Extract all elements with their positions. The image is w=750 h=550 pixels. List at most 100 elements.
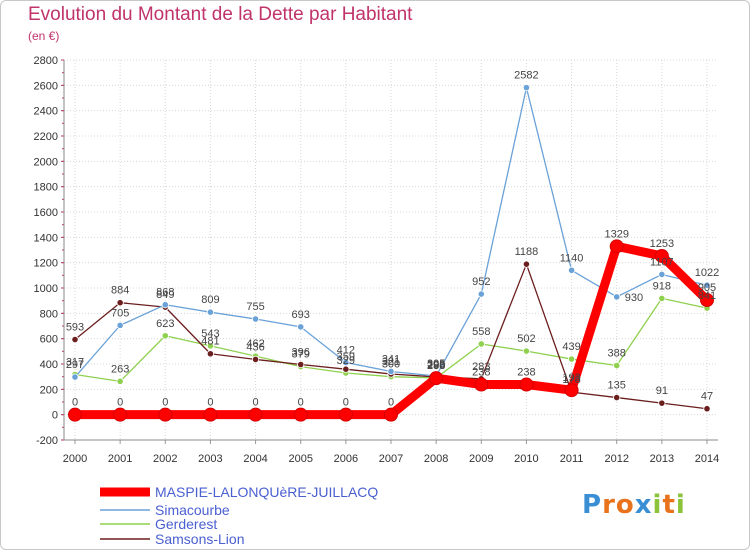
data-label: 0 [298, 397, 304, 409]
data-label: 905 [698, 282, 716, 294]
y-tick-label: 2400 [34, 106, 58, 118]
data-label: 91 [656, 385, 668, 397]
series-point [609, 239, 624, 254]
series-point [564, 383, 579, 398]
series-point [251, 315, 260, 323]
x-tick-label: 2013 [650, 453, 674, 465]
data-label: 558 [472, 326, 490, 338]
legend-label: Gerderest [155, 516, 217, 532]
x-tick-label: 2010 [514, 453, 538, 465]
data-label: 1140 [560, 252, 584, 264]
data-label: 283 [472, 361, 490, 373]
series-point [161, 301, 169, 309]
data-label: 341 [382, 353, 400, 365]
logo-letter: x [634, 490, 653, 520]
x-tick-label: 2014 [695, 453, 719, 465]
logo-letter: r [602, 490, 616, 520]
data-label: 841 [698, 290, 716, 302]
x-tick-label: 2008 [424, 453, 448, 465]
series-point [522, 347, 531, 355]
data-label: 884 [111, 285, 129, 297]
data-label: 543 [201, 328, 219, 340]
data-label: 952 [472, 276, 490, 288]
data-label: 0 [253, 397, 259, 409]
data-label: 755 [246, 301, 264, 313]
logo-letter: t [662, 490, 676, 520]
x-tick-label: 2009 [469, 453, 493, 465]
series-point [116, 299, 124, 307]
x-tick-label: 2006 [334, 453, 358, 465]
x-tick-label: 2000 [63, 453, 87, 465]
series-point [477, 340, 485, 348]
data-label: 298 [427, 359, 445, 371]
series-point [71, 335, 79, 344]
y-tick-label: 1800 [34, 182, 58, 194]
series-point [71, 373, 79, 381]
y-tick-label: 2800 [34, 55, 58, 67]
series-point [206, 342, 215, 350]
data-label: 193 [562, 372, 580, 384]
series-point [387, 367, 395, 376]
legend-label: Simacourbe [155, 502, 230, 518]
y-tick-label: 1600 [34, 207, 58, 219]
data-label: 439 [562, 341, 580, 353]
series-point [161, 332, 169, 340]
data-label: 481 [201, 336, 219, 348]
data-label: 849 [156, 289, 174, 301]
series-point [342, 358, 350, 367]
x-tick-label: 2001 [108, 453, 132, 465]
data-label: 809 [201, 294, 219, 306]
y-tick-label: 2000 [34, 156, 58, 168]
series-point [477, 290, 485, 298]
legend-label: MASPIE-LALONQUèRE-JUILLACQ [155, 484, 378, 500]
series-point [474, 377, 489, 392]
series-point [658, 270, 666, 279]
data-label: 135 [608, 380, 626, 392]
data-label: 705 [111, 307, 129, 319]
series-point [519, 377, 534, 392]
data-label: 868 [156, 287, 174, 299]
y-tick-label: 2200 [34, 131, 58, 143]
series-point [567, 355, 576, 363]
x-tick-label: 2004 [243, 453, 267, 465]
y-tick-label: 0 [52, 410, 58, 422]
data-label: 462 [246, 338, 264, 350]
series-point [206, 350, 215, 358]
series-point [658, 294, 666, 302]
data-label: 359 [337, 351, 355, 363]
logo-letter: i [675, 490, 686, 520]
data-label: 321 [382, 356, 400, 368]
series-point [429, 371, 444, 386]
x-tick-label: 2012 [604, 453, 628, 465]
logo-letter: o [615, 490, 635, 520]
data-label: 693 [292, 309, 310, 321]
data-label: 930 [625, 292, 643, 304]
series-point [293, 407, 308, 422]
data-label: 502 [517, 333, 535, 345]
series-point [297, 323, 305, 331]
data-label: 412 [337, 344, 355, 356]
x-tick-label: 2007 [379, 453, 403, 465]
data-label: 238 [472, 367, 490, 379]
series-point [338, 407, 353, 422]
proxiti-logo: Proxiti [582, 490, 686, 520]
x-tick-label: 2002 [153, 453, 177, 465]
y-tick-label: 1200 [34, 258, 58, 270]
chart-title: Evolution du Montant de la Dette par Hab… [28, 4, 413, 25]
logo-letter: i [652, 490, 663, 520]
data-label: 918 [653, 280, 671, 292]
series-point [613, 361, 621, 370]
series-point [613, 293, 621, 301]
series-point [613, 393, 621, 402]
data-label: 0 [343, 397, 349, 409]
data-label: 593 [66, 322, 84, 334]
data-label: 0 [117, 397, 123, 409]
y-tick-label: 400 [40, 359, 58, 371]
series-point [248, 407, 263, 422]
data-label: 1253 [650, 238, 674, 250]
series-point [384, 407, 398, 422]
data-label: 297 [66, 359, 84, 371]
y-tick-label: -200 [36, 435, 58, 447]
y-tick-label: 600 [40, 334, 58, 346]
series-point [522, 260, 531, 268]
